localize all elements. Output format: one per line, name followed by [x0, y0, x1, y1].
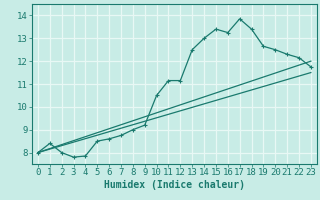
X-axis label: Humidex (Indice chaleur): Humidex (Indice chaleur)	[104, 180, 245, 190]
